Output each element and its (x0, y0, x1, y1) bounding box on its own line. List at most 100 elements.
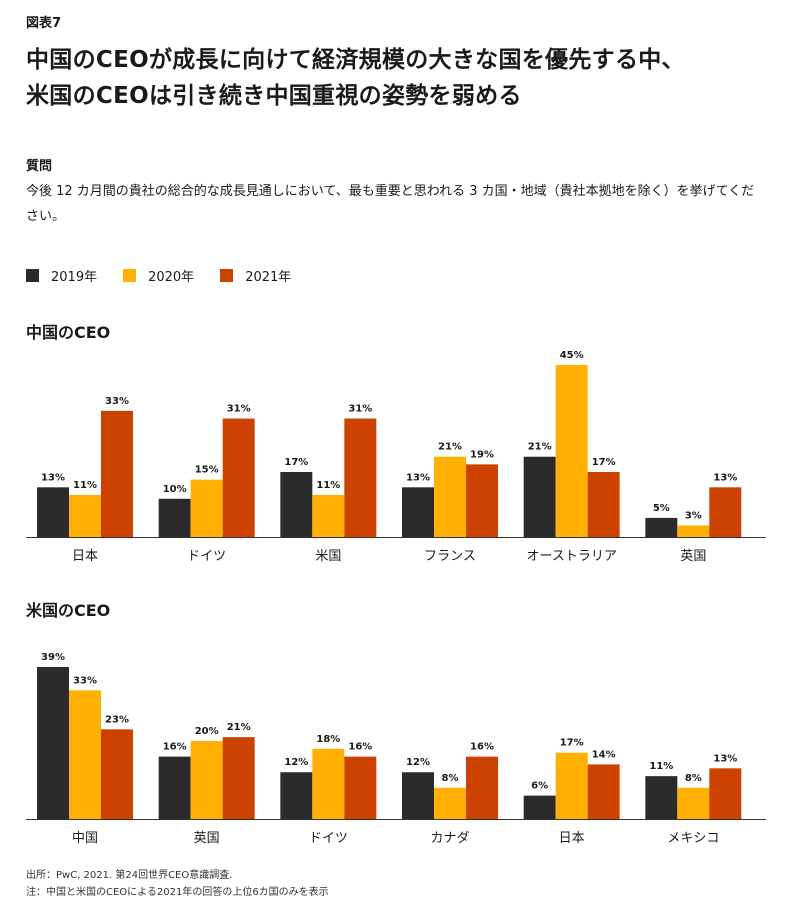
data-label-メキシコ-2020年: 8% (685, 773, 702, 784)
data-label-英国-2021年: 21% (227, 722, 251, 733)
bar-日本-2021年 (587, 764, 620, 819)
bar-ドイツ-2020年 (312, 748, 345, 819)
bar-日本-2020年 (69, 494, 101, 537)
category-label-ドイツ: ドイツ (187, 549, 226, 564)
legend: 2019年 2020年 2021年 (26, 266, 317, 285)
bar-カナダ-2021年 (466, 756, 498, 819)
bar-中国-2020年 (69, 690, 101, 819)
data-label-中国-2020年: 33% (73, 675, 97, 686)
category-label-ドイツ: ドイツ (309, 831, 348, 846)
category-label-英国: 英国 (194, 831, 220, 846)
legend-label-2019: 2019年 (51, 270, 98, 285)
data-label-ドイツ-2020年: 15% (195, 465, 219, 476)
bar-英国-2020年 (190, 741, 223, 819)
data-label-ドイツ-2020年: 18% (316, 734, 340, 745)
bar-オーストラリア-2019年 (523, 456, 556, 537)
category-label-米国: 米国 (315, 549, 341, 564)
data-label-英国-2019年: 5% (653, 503, 670, 514)
bar-chart-us-ceo: 39% 33% 23% 中国 16% 20% 21% 英国 12% 18% 16% ドイツ 12% 8% 1… (26, 652, 766, 846)
bar-ドイツ-2019年 (280, 772, 313, 819)
bar-ドイツ-2020年 (190, 479, 223, 537)
data-label-ドイツ-2021年: 16% (348, 742, 372, 753)
data-label-英国-2020年: 3% (685, 511, 702, 522)
bar-日本-2019年 (523, 795, 556, 819)
category-label-中国: 中国 (72, 831, 98, 846)
data-label-英国-2019年: 16% (163, 742, 187, 753)
data-label-米国-2019年: 17% (284, 457, 308, 468)
bar-chart-china-ceo: 13% 11% 33% 日本 10% 15% 31% ドイツ 17% 11% 31% 米国 13% 21%… (26, 350, 766, 564)
bar-中国-2019年 (37, 667, 69, 819)
bar-ドイツ-2021年 (222, 418, 255, 537)
legend-swatch-2020 (123, 269, 137, 282)
title-line-2: 米国のCEOは引き続き中国重視の姿勢を弱める (26, 83, 522, 109)
footer-notes: 出所：PwC, 2021. 第24回世界CEO意識調査. 注：中国と米国のCEO… (26, 867, 329, 901)
legend-swatch-2021 (220, 269, 234, 282)
question-text: 今後 12 カ月間の貴社の総合的な成長見通しにおいて、最も重要と思われる 3 カ… (26, 184, 755, 224)
bar-ドイツ-2021年 (344, 756, 377, 819)
bar-英国-2021年 (222, 737, 255, 819)
category-label-日本: 日本 (559, 831, 585, 846)
data-label-中国-2019年: 39% (41, 652, 65, 663)
bar-日本-2021年 (101, 410, 133, 537)
title-line-1: 中国のCEOが成長に向けて経済規模の大きな国を優先する中、 (26, 47, 685, 73)
category-label-オーストラリア: オーストラリア (526, 549, 616, 564)
data-label-フランス-2019年: 13% (406, 472, 430, 483)
footnote: 注：中国と米国のCEOによる2021年の回答の上位6カ国のみを表示 (26, 887, 329, 898)
data-label-フランス-2020年: 21% (438, 442, 462, 453)
data-label-カナダ-2019年: 12% (406, 757, 430, 768)
bar-メキシコ-2020年 (677, 787, 710, 819)
category-label-フランス: フランス (424, 549, 476, 564)
data-label-日本-2019年: 13% (41, 472, 65, 483)
data-label-米国-2020年: 11% (316, 480, 340, 491)
page-title: 中国のCEOが成長に向けて経済規模の大きな国を優先する中、 米国のCEOは引き続… (26, 42, 776, 114)
bar-オーストラリア-2020年 (555, 365, 588, 537)
legend-item-2019: 2019年 (26, 266, 97, 285)
bar-日本-2020年 (555, 752, 588, 819)
data-label-日本-2020年: 11% (73, 480, 97, 491)
data-label-日本-2021年: 14% (592, 749, 616, 760)
bar-フランス-2019年 (402, 487, 434, 537)
category-label-英国: 英国 (680, 549, 706, 564)
data-label-英国-2021年: 13% (713, 472, 737, 483)
bar-英国-2020年 (677, 525, 710, 537)
bar-米国-2020年 (312, 494, 345, 537)
chart-title-china-ceo: 中国のCEO (26, 323, 111, 342)
data-label-オーストラリア-2019年: 21% (528, 442, 552, 453)
bar-メキシコ-2021年 (709, 768, 742, 819)
category-label-カナダ: カナダ (430, 831, 469, 846)
data-label-メキシコ-2021年: 13% (713, 753, 737, 764)
figure-label: 図表7 (26, 16, 62, 31)
bar-米国-2019年 (280, 472, 313, 537)
data-label-米国-2021年: 31% (348, 404, 372, 415)
bar-中国-2021年 (101, 729, 133, 819)
data-label-メキシコ-2019年: 11% (649, 761, 673, 772)
data-label-日本-2019年: 6% (531, 781, 548, 792)
bar-オーストラリア-2021年 (587, 472, 620, 537)
data-label-日本-2021年: 33% (105, 396, 129, 407)
data-label-ドイツ-2019年: 10% (163, 484, 187, 495)
data-label-カナダ-2021年: 16% (470, 742, 494, 753)
bar-メキシコ-2019年 (645, 776, 678, 819)
data-label-オーストラリア-2021年: 17% (592, 457, 616, 468)
bar-英国-2019年 (645, 517, 678, 537)
bar-英国-2021年 (709, 487, 742, 537)
legend-swatch-2019 (26, 269, 39, 282)
data-label-オーストラリア-2020年: 45% (560, 350, 584, 361)
category-label-日本: 日本 (72, 549, 98, 564)
legend-label-2021: 2021年 (245, 270, 292, 285)
data-label-ドイツ-2021年: 31% (227, 404, 251, 415)
bar-日本-2019年 (37, 487, 69, 537)
bar-米国-2021年 (344, 418, 377, 537)
data-label-英国-2020年: 20% (195, 726, 219, 737)
bar-英国-2019年 (158, 756, 191, 819)
bar-カナダ-2019年 (402, 772, 434, 819)
bar-ドイツ-2019年 (158, 498, 191, 537)
source-note: 出所：PwC, 2021. 第24回世界CEO意識調査. (26, 870, 233, 881)
legend-item-2021: 2021年 (220, 266, 291, 285)
bar-フランス-2021年 (466, 464, 498, 537)
data-label-ドイツ-2019年: 12% (284, 757, 308, 768)
bar-カナダ-2020年 (434, 787, 466, 819)
data-label-日本-2020年: 17% (560, 738, 584, 749)
legend-label-2020: 2020年 (148, 270, 195, 285)
data-label-中国-2021年: 23% (105, 714, 129, 725)
